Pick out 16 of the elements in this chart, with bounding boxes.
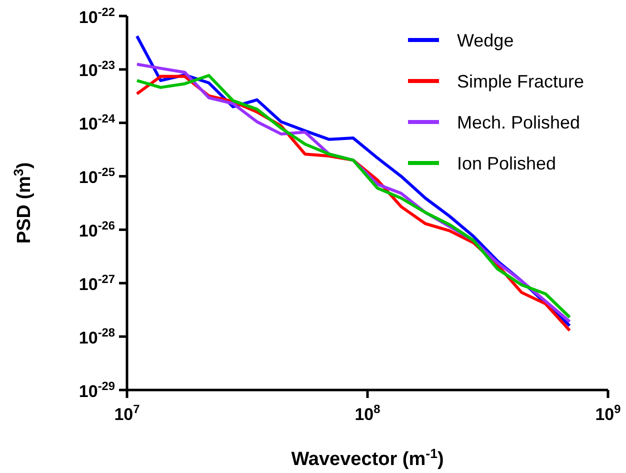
- legend-label: Mech. Polished: [457, 112, 580, 132]
- y-tick-label: 10$^{-26}$: [78, 218, 116, 241]
- x-tick-label: 10$^{8}$: [354, 402, 381, 424]
- y-tick-label: 10$^{-24}$: [78, 112, 116, 134]
- y-tick-label: 10$^{-23}$: [78, 58, 116, 80]
- legend-label: Wedge: [457, 30, 514, 50]
- legend-label: Simple Fracture: [457, 71, 584, 92]
- x-tick-label: 10$^{7}$: [114, 402, 140, 424]
- legend-label: Ion Polished: [457, 153, 556, 174]
- y-tick-label: 10$^{-27}$: [78, 272, 116, 294]
- y-tick-label: 10$^{-29}$: [78, 378, 116, 401]
- x-axis-title: Wavevector (m$^{-1}$): [291, 446, 444, 470]
- y-tick-label: 10$^{-22}$: [78, 4, 116, 27]
- y-tick-label: 10$^{-28}$: [78, 325, 116, 348]
- x-tick-label: 10$^{9}$: [595, 402, 622, 424]
- y-tick-label: 10$^{-25}$: [78, 165, 116, 188]
